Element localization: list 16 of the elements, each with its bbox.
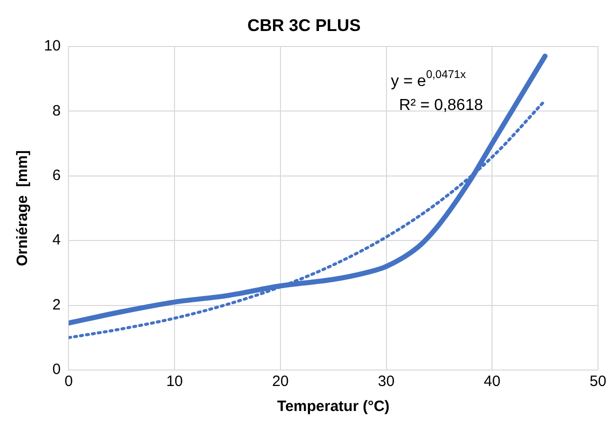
y-tick-label: 2 [52, 296, 61, 314]
y-tick-label: 8 [52, 102, 61, 120]
x-tick-label: 10 [166, 373, 183, 390]
y-tick-label: 4 [52, 232, 61, 249]
x-axis-title: Temperatur (°C) [277, 398, 390, 416]
y-tick-label: 10 [44, 38, 61, 55]
x-tick-label: 30 [378, 373, 395, 390]
x-tick-label: 40 [484, 373, 500, 390]
x-tick-label: 20 [272, 373, 289, 390]
y-tick-label: 6 [52, 166, 61, 184]
x-tick-label: 50 [590, 373, 606, 390]
y-axis-title: Orniérage [mm] [14, 150, 32, 266]
annotation: R² = 0,8618 [398, 96, 484, 114]
x-tick-label: 0 [64, 373, 73, 390]
chart-title: CBR 3C PLUS [247, 16, 361, 35]
y-tick-label: 0 [52, 361, 61, 378]
